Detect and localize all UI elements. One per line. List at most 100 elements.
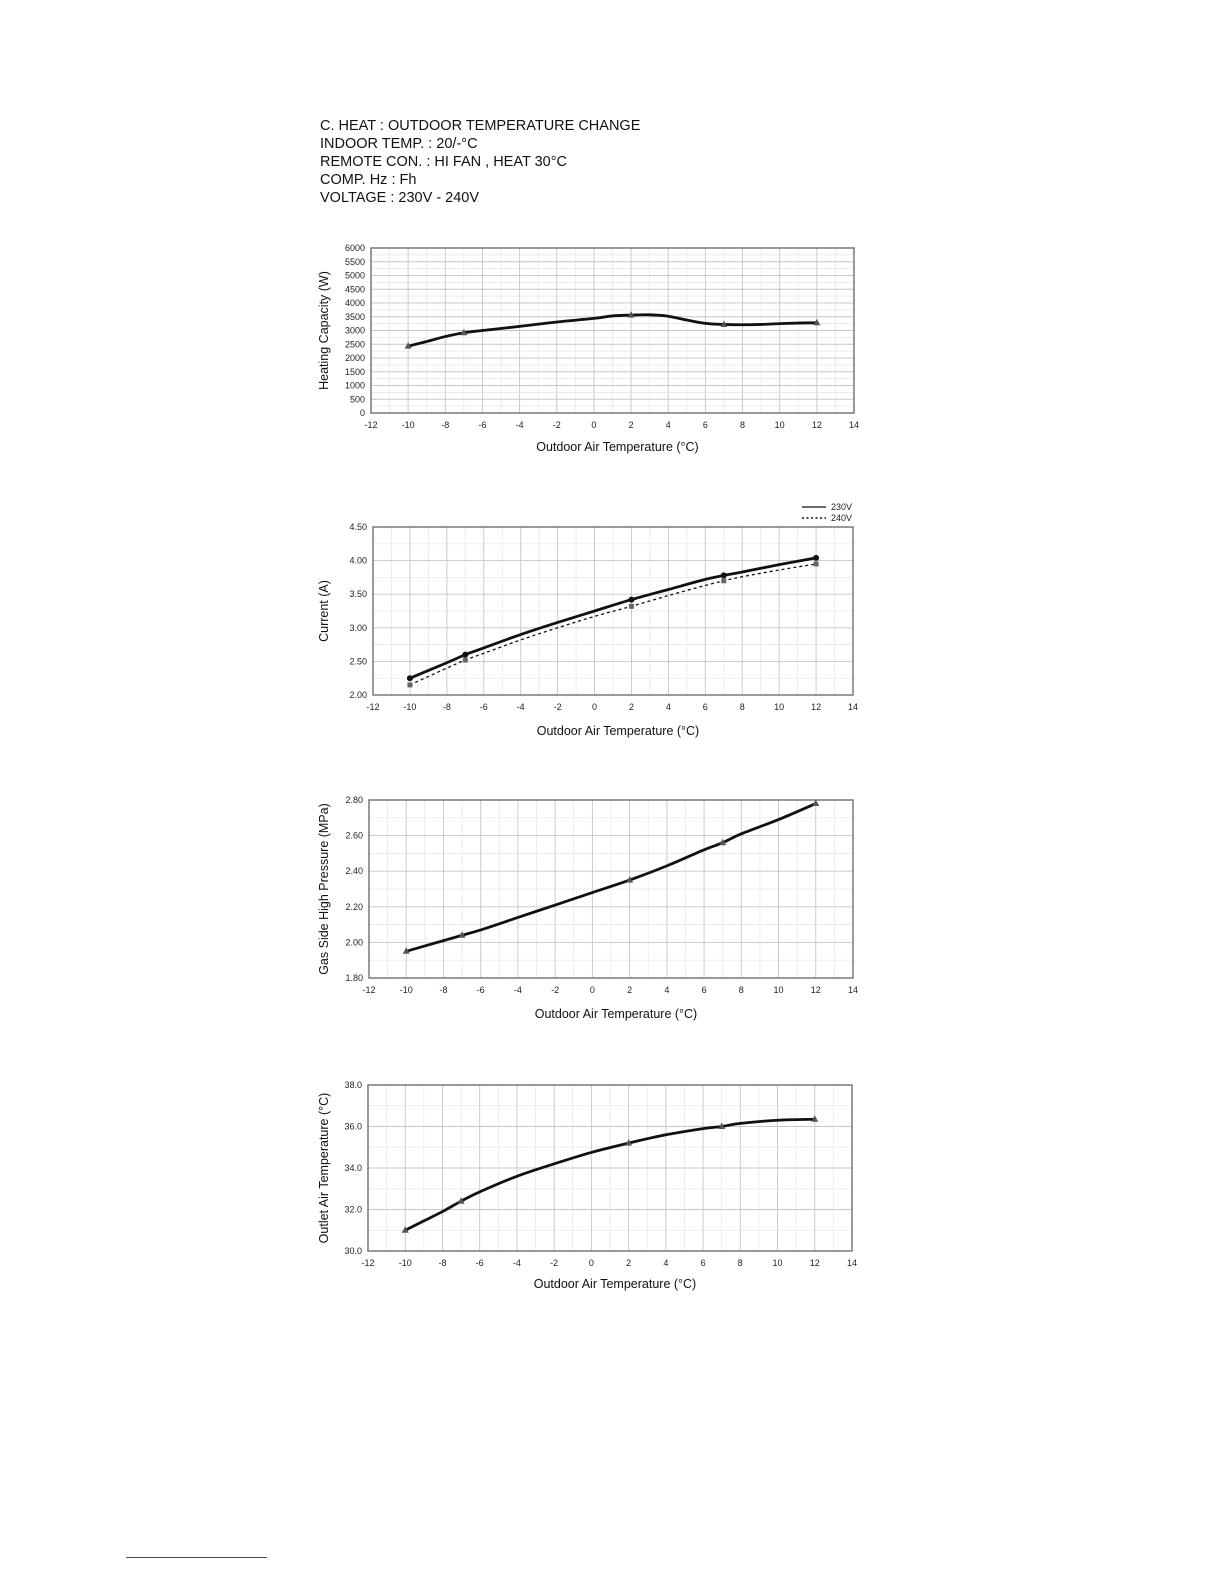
y-tick-label: 2.60 — [345, 831, 363, 841]
x-tick-label: -12 — [366, 702, 379, 712]
data-point — [720, 572, 727, 579]
data-point — [813, 554, 820, 561]
x-tick-label: -2 — [554, 702, 562, 712]
data-point — [407, 682, 413, 688]
data-point — [719, 838, 727, 846]
y-tick-label: 4000 — [345, 298, 365, 308]
y-tick-label: 2.00 — [345, 937, 363, 947]
x-tick-label: 10 — [774, 702, 784, 712]
plot-frame — [367, 1084, 853, 1252]
x-tick-label: -8 — [441, 420, 449, 430]
y-tick-label: 3.50 — [349, 589, 367, 599]
y-tick-label: 2000 — [345, 353, 365, 363]
x-tick-label: 12 — [811, 985, 821, 995]
major-grid — [370, 247, 855, 414]
y-axis-label: Outlet Air Temperature (°C) — [317, 1093, 331, 1244]
x-tick-label: -12 — [362, 985, 375, 995]
data-point — [628, 596, 635, 603]
y-tick-label: 3.00 — [349, 623, 367, 633]
outlet-air-temp-chart: -12 -10 -8 -6 -4 -2 0 2 4 6 8 10 12 14 30.0 32.0 34.0 36.… — [317, 1080, 857, 1291]
x-tick-label: 10 — [775, 420, 785, 430]
x-tick-label: 12 — [811, 702, 821, 712]
y-tick-label: 4.00 — [349, 556, 367, 566]
x-tick-label: -4 — [513, 1258, 521, 1268]
plot-frame — [370, 247, 855, 414]
x-tick-label: -10 — [400, 985, 413, 995]
x-tick-label: 2 — [629, 420, 634, 430]
x-tick-label: 4 — [666, 702, 671, 712]
page-header: C. HEAT : OUTDOOR TEMPERATURE CHANGE IND… — [320, 117, 640, 207]
data-point — [401, 1226, 409, 1233]
x-tick-label: 0 — [592, 702, 597, 712]
legend-label: 230V — [831, 502, 852, 512]
y-axis-label: Gas Side High Pressure (MPa) — [317, 803, 331, 975]
footer-rule — [126, 1557, 267, 1558]
x-tick-label: -6 — [480, 702, 488, 712]
header-line-comp-hz: COMP. Hz : Fh — [320, 172, 417, 188]
y-tick-label: 32.0 — [344, 1205, 362, 1215]
x-tick-label: 6 — [701, 1258, 706, 1268]
y-tick-label: 1.80 — [345, 973, 363, 983]
y-tick-label: 0 — [360, 408, 365, 418]
current-chart: -12 -10 -8 -6 -4 -2 0 2 4 6 8 10 12 14 2.00 2.50 3.00 3.5… — [317, 502, 858, 738]
x-tick-label: -2 — [550, 1258, 558, 1268]
y-tick-label: 2.80 — [345, 795, 363, 805]
x-tick-label: 4 — [664, 985, 669, 995]
data-point — [627, 311, 635, 318]
x-tick-label: 0 — [589, 1258, 594, 1268]
data-point — [813, 318, 821, 326]
x-tick-label: -2 — [553, 420, 561, 430]
x-tick-label: 10 — [773, 1258, 783, 1268]
x-tick-label: 6 — [703, 702, 708, 712]
data-point — [721, 578, 727, 584]
y-axis-label: Heating Capacity (W) — [317, 271, 331, 390]
y-tick-label: 500 — [350, 394, 365, 404]
x-tick-label: 6 — [703, 420, 708, 430]
x-tick-label: -12 — [361, 1258, 374, 1268]
x-tick-label: 2 — [626, 1258, 631, 1268]
x-axis-label: Outdoor Air Temperature (°C) — [537, 724, 699, 738]
x-tick-label: -4 — [517, 702, 525, 712]
y-tick-label: 2.20 — [345, 902, 363, 912]
header-line-mode: C. HEAT : OUTDOOR TEMPERATURE CHANGE — [320, 118, 641, 134]
y-tick-label: 30.0 — [344, 1246, 362, 1256]
plot-frame — [372, 526, 854, 696]
x-tick-label: 4 — [663, 1258, 668, 1268]
legend-label: 240V — [831, 513, 852, 523]
data-point — [462, 657, 468, 663]
x-tick-label: -8 — [438, 1258, 446, 1268]
y-tick-label: 2500 — [345, 339, 365, 349]
y-axis-label: Current (A) — [317, 580, 331, 642]
y-tick-label: 1500 — [345, 367, 365, 377]
series-line — [404, 1117, 815, 1232]
x-tick-label: 14 — [848, 985, 858, 995]
y-tick-label: 36.0 — [344, 1122, 362, 1132]
data-point — [457, 1197, 465, 1204]
x-axis-label: Outdoor Air Temperature (°C) — [535, 1007, 697, 1021]
x-tick-label: -6 — [478, 420, 486, 430]
x-tick-label: 6 — [702, 985, 707, 995]
data-point — [720, 320, 728, 327]
x-tick-label: 12 — [812, 420, 822, 430]
data-point — [402, 947, 410, 954]
data-point — [718, 1122, 726, 1129]
x-tick-label: -4 — [514, 985, 522, 995]
data-point — [811, 1115, 819, 1122]
x-tick-label: 8 — [739, 985, 744, 995]
x-tick-label: 14 — [848, 702, 858, 712]
data-point — [462, 651, 469, 658]
y-tick-label: 4.50 — [349, 522, 367, 532]
x-tick-label: 4 — [666, 420, 671, 430]
y-tick-label: 38.0 — [344, 1080, 362, 1090]
x-tick-label: -4 — [516, 420, 524, 430]
x-tick-label: 14 — [847, 1258, 857, 1268]
y-tick-label: 3500 — [345, 312, 365, 322]
x-tick-label: 2 — [627, 985, 632, 995]
x-tick-label: -12 — [364, 420, 377, 430]
x-tick-label: 0 — [591, 420, 596, 430]
x-tick-label: 0 — [590, 985, 595, 995]
data-point — [625, 1139, 633, 1146]
x-tick-label: -8 — [439, 985, 447, 995]
y-tick-label: 2.40 — [345, 866, 363, 876]
y-tick-label: 34.0 — [344, 1163, 362, 1173]
